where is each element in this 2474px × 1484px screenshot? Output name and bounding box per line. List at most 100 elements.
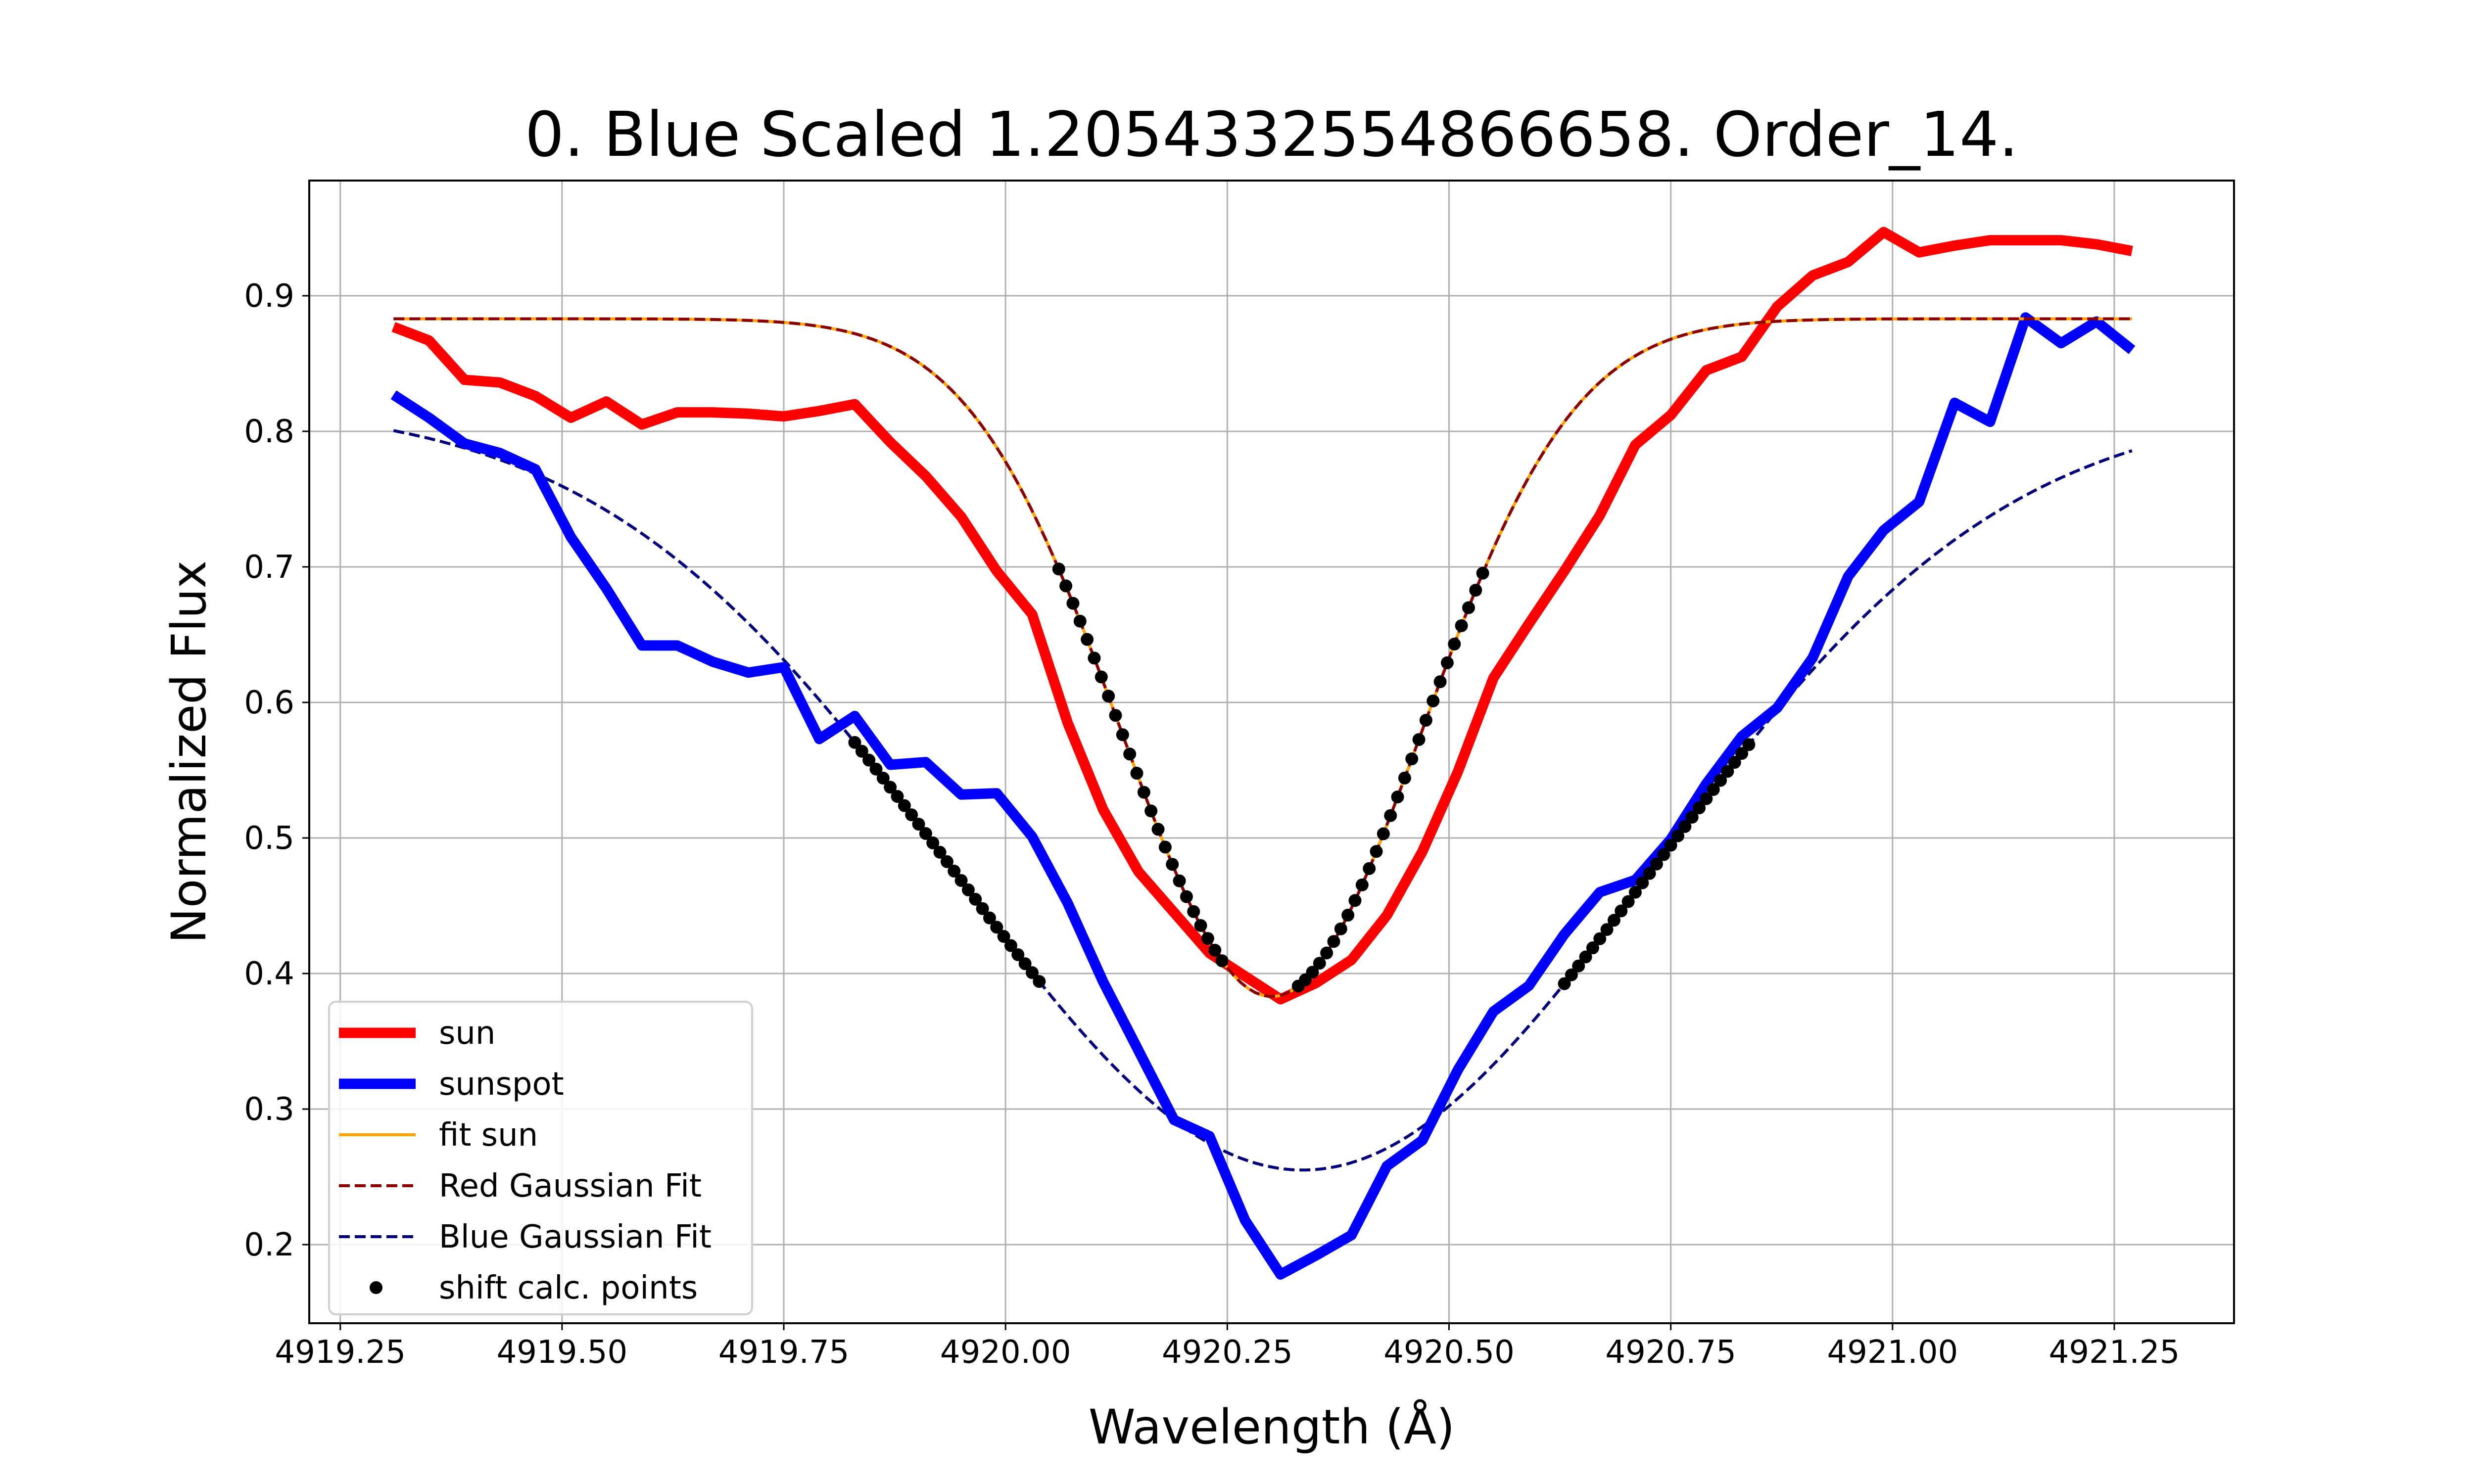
shift-point <box>1398 771 1411 785</box>
shift-point <box>1025 966 1039 979</box>
shift-point <box>862 753 876 767</box>
shift-point <box>1348 894 1362 907</box>
shift-point <box>919 827 932 840</box>
shift-point <box>1363 862 1376 875</box>
shift-point <box>891 789 904 803</box>
shift-point <box>855 744 868 758</box>
x-tick-label: 4921.25 <box>2049 1334 2180 1371</box>
shift-point <box>1693 801 1706 815</box>
x-axis-label: Wavelength (Å) <box>1089 1399 1455 1455</box>
series-sun-line <box>391 227 2133 1005</box>
series-blue-gaussian-fit-line <box>393 429 2133 1172</box>
shift-point <box>1094 670 1108 684</box>
shift-point <box>1462 601 1475 614</box>
shift-point <box>1166 858 1179 871</box>
shift-point <box>1607 914 1620 927</box>
shift-point <box>1579 950 1592 964</box>
shift-point <box>912 818 925 831</box>
shift-point <box>983 911 996 925</box>
shift-point <box>1081 633 1094 646</box>
shift-point <box>1011 948 1025 961</box>
y-tick-label: 0.5 <box>244 820 294 857</box>
shift-point <box>1391 790 1404 804</box>
grid <box>309 181 2234 1323</box>
y-tick-label: 0.2 <box>244 1227 294 1263</box>
shift-point <box>997 930 1010 943</box>
x-tick-label: 4919.50 <box>497 1334 628 1371</box>
legend-label-red-gaussian-fit: Red Gaussian Fit <box>439 1168 702 1205</box>
legend-label-shift-calc-points: shift calc. points <box>439 1270 698 1306</box>
shift-point <box>1187 905 1200 918</box>
legend-label-fit-sun: fit sun <box>439 1117 538 1154</box>
shift-point <box>1033 975 1046 988</box>
y-tick-label: 0.4 <box>244 956 294 992</box>
shift-point <box>1102 690 1115 703</box>
legend-label-sunspot: sunspot <box>439 1066 564 1103</box>
shift-point <box>961 883 975 896</box>
shift-point <box>1130 767 1143 780</box>
shift-point <box>1215 954 1229 968</box>
shift-point <box>905 808 918 822</box>
shift-point <box>1600 923 1614 936</box>
plot-frame <box>308 180 2235 1324</box>
shift-point <box>1721 765 1734 778</box>
chart-title: 0. Blue Scaled 1.2054332554866658. Order… <box>525 99 2018 171</box>
shift-point <box>876 772 890 785</box>
shift-point <box>933 845 947 859</box>
shift-point <box>1657 848 1670 861</box>
shift-point <box>1377 827 1390 840</box>
shift-point <box>969 892 982 906</box>
shift-point <box>1742 738 1756 751</box>
shift-point <box>869 762 883 776</box>
shift-point <box>1650 857 1663 871</box>
shift-point <box>926 836 940 849</box>
y-tick-label: 0.3 <box>244 1091 294 1128</box>
shift-point <box>1615 904 1628 918</box>
series-sunspot-line <box>390 312 2136 1280</box>
shift-point <box>1572 959 1585 973</box>
shift-point <box>1558 977 1571 990</box>
shift-point <box>1370 845 1383 858</box>
shift-point <box>1433 675 1447 689</box>
shift-point <box>1018 957 1032 971</box>
shift-point <box>1419 713 1432 727</box>
legend: sun sunspot fit sun Red Gaussian Fit Blue Ga… <box>328 1001 753 1315</box>
shift-point <box>1628 885 1642 899</box>
shift-point <box>898 799 911 812</box>
shift-point <box>1735 747 1749 760</box>
shift-point <box>1448 638 1461 651</box>
shift-point <box>1088 651 1101 665</box>
shift-point <box>1621 895 1635 908</box>
legend-label-blue-gaussian-fit: Blue Gaussian Fit <box>439 1219 712 1255</box>
y-tick-label: 0.9 <box>244 278 294 315</box>
shift-point <box>1320 946 1333 960</box>
shift-point <box>1384 809 1397 822</box>
shift-point <box>848 736 861 749</box>
y-tick-label: 0.8 <box>244 414 294 450</box>
shift-point <box>1355 878 1369 891</box>
shift-point <box>1123 747 1137 761</box>
shift-point <box>1144 804 1158 818</box>
shift-point <box>940 855 953 868</box>
shift-point <box>1671 829 1685 842</box>
shift-point <box>1586 941 1599 955</box>
ticks: 4919.25 4919.50 4919.75 4920.00 4920.25 4920.… <box>244 278 2180 1371</box>
shift-point <box>954 874 968 887</box>
shift-point <box>1059 579 1073 593</box>
shift-point <box>948 864 961 878</box>
y-axis-label: Normalized Flux <box>161 560 217 943</box>
x-tick-label: 4919.75 <box>718 1334 850 1371</box>
shift-point <box>1208 943 1222 957</box>
shift-point <box>1440 656 1454 669</box>
shift-point <box>1593 932 1607 945</box>
legend-label-sun: sun <box>439 1015 495 1052</box>
shift-point <box>1455 619 1468 632</box>
series-red-gaussian-fit-line <box>393 317 2132 998</box>
shift-point <box>990 921 1003 934</box>
legend-box <box>328 1001 753 1315</box>
shift-point <box>1180 890 1193 903</box>
x-tick-label: 4920.25 <box>1162 1334 1293 1371</box>
shift-point <box>1327 935 1340 948</box>
shift-point <box>1201 932 1214 945</box>
